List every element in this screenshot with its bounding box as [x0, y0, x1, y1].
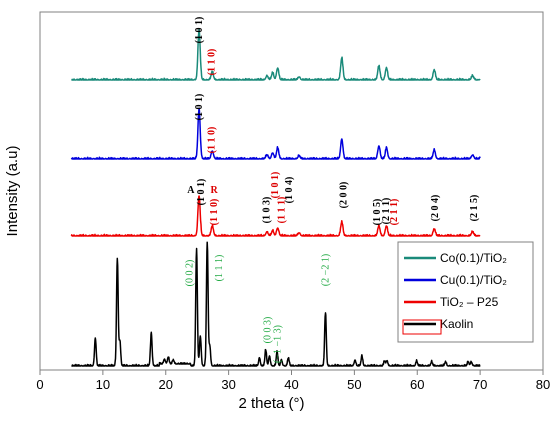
peak-label: (0 0 3)	[263, 317, 274, 344]
x-axis-title: 2 theta (°)	[238, 395, 304, 412]
peak-label: (2 1 1)	[381, 198, 392, 225]
peak-label: (2 1 5)	[469, 195, 480, 222]
peak-label: (1 0 4)	[284, 177, 295, 204]
peak-label: (1 0 1)	[196, 179, 207, 206]
peak-label: (1 1 0)	[207, 127, 218, 154]
series-lines	[70, 28, 481, 367]
peak-label: (1 0 1)	[194, 94, 205, 121]
x-tick-label: 30	[221, 377, 235, 392]
peak-label: (1 1 1)	[276, 197, 287, 224]
x-tick-label: 20	[159, 377, 173, 392]
peak-label: (2 0 4)	[430, 195, 441, 222]
x-tick-label: 40	[284, 377, 298, 392]
peak-label: (1 0 5)	[372, 199, 383, 226]
x-tick-label: 60	[410, 377, 424, 392]
peak-label: (1 0 1)	[194, 17, 205, 44]
series-line-0	[71, 28, 481, 81]
legend-entry-label: Co(0.1)/TiO₂	[440, 251, 507, 265]
peak-label: (0 0 2)	[185, 260, 196, 287]
peak-label: R	[211, 185, 219, 196]
peak-label: (2 1 1)	[389, 199, 400, 226]
peak-label: (1 0 3)	[261, 197, 272, 224]
x-tick-label: 50	[347, 377, 361, 392]
peak-label: (1 1 1)	[214, 255, 225, 282]
peak-label: (2 −2 1)	[321, 254, 332, 286]
legend-entry-label: Kaolin	[440, 317, 473, 331]
series-line-2	[70, 195, 481, 237]
peak-label: (1 1 0)	[209, 199, 220, 226]
y-axis-title: Intensity (a.u)	[4, 146, 21, 237]
x-tick-label: 80	[536, 377, 550, 392]
peak-label: (1 1 0)	[207, 49, 218, 76]
legend: Co(0.1)/TiO₂ Cu(0.1)/TiO₂ TiO₂ – P25 Kaolin	[397, 241, 534, 343]
legend-highlight	[402, 319, 442, 335]
peak-label: (1 0 1)	[270, 172, 281, 199]
peak-label: A	[187, 185, 195, 196]
peak-label: (2 0 0)	[339, 182, 350, 209]
x-axis-ticks: 0 10 20 30 40 50 60 70 80	[36, 370, 550, 392]
peak-label: (−1 −1 3)	[273, 325, 284, 363]
legend-entry-label: TiO₂ – P25	[440, 295, 499, 309]
legend-box	[397, 241, 534, 343]
x-tick-label: 10	[96, 377, 110, 392]
x-tick-label: 0	[36, 377, 43, 392]
peak-annotations: (1 0 1)(1 1 0)(1 0 1)(1 1 0)A (1 0 1) R(1 …	[185, 17, 480, 363]
x-tick-label: 70	[473, 377, 487, 392]
series-line-1	[70, 107, 481, 160]
legend-entry-label: Cu(0.1)/TiO₂	[440, 273, 507, 287]
series-line-3	[71, 241, 481, 367]
